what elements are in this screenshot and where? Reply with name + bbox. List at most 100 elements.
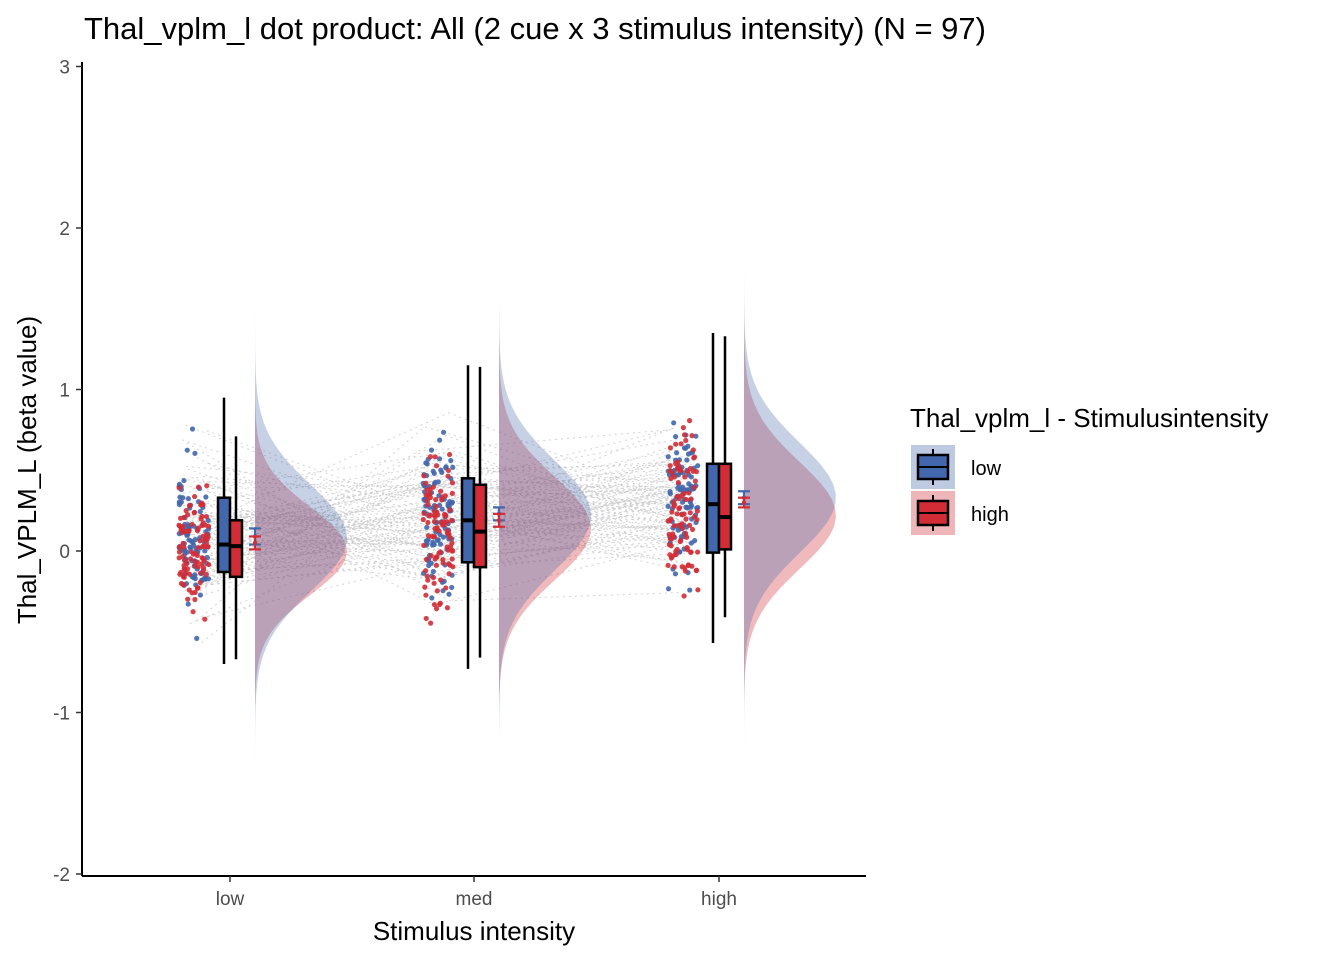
point-low	[665, 586, 672, 592]
point-high	[203, 571, 209, 578]
point-low	[440, 534, 447, 540]
point-high	[433, 562, 440, 568]
point-low	[667, 488, 673, 495]
point-high	[421, 473, 427, 479]
point-high	[202, 616, 208, 622]
point-high	[432, 556, 438, 562]
point-high	[425, 533, 432, 539]
point-high	[449, 490, 455, 496]
point-high	[181, 574, 187, 580]
subject-line	[193, 535, 688, 567]
point-low	[177, 494, 183, 500]
point-high	[199, 555, 205, 561]
subject-line	[197, 471, 695, 547]
point-high	[189, 590, 195, 596]
subject-line	[185, 427, 675, 537]
point-high	[423, 615, 429, 622]
point-high	[186, 571, 193, 577]
point-low	[432, 479, 438, 486]
point-high	[445, 473, 451, 479]
density-low-high	[744, 98, 836, 834]
x-axis-ticks: low med high	[216, 876, 737, 910]
point-high	[423, 492, 429, 498]
point-low	[436, 456, 443, 462]
density-low-med	[499, 228, 591, 737]
point-high	[682, 568, 688, 574]
point-low	[686, 481, 692, 487]
density-low-low	[255, 308, 347, 810]
point-high	[683, 437, 689, 444]
point-high	[433, 606, 440, 612]
point-high	[203, 513, 210, 520]
point-high	[440, 522, 446, 528]
point-high	[431, 580, 437, 586]
point-high	[189, 521, 195, 528]
point-low	[426, 562, 432, 569]
y-tick-label: 0	[59, 542, 70, 563]
subject-line	[186, 488, 692, 528]
point-high	[667, 445, 674, 451]
point-low	[181, 548, 187, 554]
point-high	[183, 508, 189, 514]
point-low	[430, 468, 436, 474]
point-low	[693, 433, 699, 439]
point-low	[436, 437, 443, 443]
point-high	[197, 570, 204, 576]
point-high	[433, 503, 439, 509]
point-high	[176, 485, 182, 491]
point-high	[186, 528, 192, 534]
point-high	[177, 571, 183, 577]
subject-line	[198, 511, 689, 563]
point-high	[193, 551, 199, 557]
point-high	[668, 555, 675, 561]
subject-line	[202, 481, 671, 489]
point-high	[449, 547, 456, 554]
mean-point-high	[252, 540, 258, 546]
legend-label-high: high	[971, 504, 1009, 526]
point-high	[449, 480, 456, 486]
subject-line	[184, 479, 681, 558]
x-tick-label: low	[216, 889, 245, 910]
point-high	[192, 596, 198, 603]
point-low	[434, 537, 441, 543]
point-low	[685, 451, 692, 457]
point-low	[191, 542, 197, 548]
point-high	[665, 562, 671, 568]
point-high	[436, 550, 442, 556]
point-low	[189, 426, 196, 432]
point-high	[694, 508, 701, 514]
point-low	[185, 601, 191, 607]
point-high	[199, 500, 205, 506]
point-low	[437, 541, 444, 547]
point-high	[201, 544, 207, 550]
subject-line	[205, 498, 681, 541]
subject-line	[201, 533, 672, 619]
point-high	[449, 540, 455, 546]
point-high	[428, 620, 434, 626]
y-axis-title: Thal_VPLM_L (beta value)	[12, 316, 42, 624]
point-low	[423, 538, 430, 544]
point-high	[449, 556, 455, 562]
legend-entries: low high	[911, 445, 1009, 535]
point-high	[443, 585, 449, 591]
point-high	[666, 542, 672, 548]
point-low	[185, 521, 191, 528]
point-high	[444, 544, 450, 550]
legend-label-low: low	[971, 458, 1002, 480]
subject-line	[191, 477, 678, 565]
box-low-low	[216, 496, 232, 574]
point-high	[685, 562, 691, 568]
point-high	[192, 563, 198, 569]
subject-line	[189, 497, 679, 543]
legend-title: Thal_vplm_l - Stimulusintensity	[910, 403, 1268, 433]
point-high	[690, 468, 696, 474]
y-tick-label: 3	[59, 58, 70, 79]
subject-line	[186, 477, 693, 520]
point-high	[685, 469, 691, 475]
point-low	[439, 506, 445, 512]
point-high	[182, 529, 188, 535]
point-high	[423, 480, 429, 486]
point-low	[428, 447, 435, 453]
subject-line	[182, 501, 691, 586]
subject-line	[201, 448, 693, 643]
